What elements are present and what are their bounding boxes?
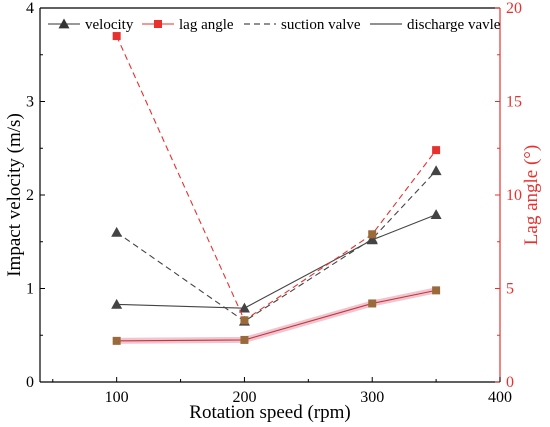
x-tick-label: 300 bbox=[360, 389, 384, 406]
x-tick-label: 400 bbox=[488, 389, 512, 406]
triangle-marker bbox=[238, 302, 250, 313]
legend-item: discharge vavle bbox=[370, 17, 501, 33]
square-marker bbox=[368, 230, 377, 239]
y-tick-label: 3 bbox=[26, 94, 34, 111]
y2-tick-label: 20 bbox=[506, 0, 522, 17]
series-layer bbox=[111, 32, 442, 345]
y2-tick-label: 0 bbox=[506, 374, 514, 391]
triangle-marker bbox=[111, 298, 123, 309]
x-axis: 100 200 300 400 bbox=[52, 377, 512, 406]
legend-label: discharge vavle bbox=[407, 17, 501, 33]
triangle-marker bbox=[430, 165, 442, 176]
legend: velocity lag angle suction valve discharge … bbox=[48, 17, 501, 33]
series-halo bbox=[113, 287, 440, 344]
square-marker bbox=[368, 299, 377, 308]
triangle-marker bbox=[111, 226, 123, 237]
series-line bbox=[116, 214, 437, 309]
triangle-marker bbox=[430, 209, 442, 220]
legend-item: suction valve bbox=[244, 17, 361, 33]
plot-frame bbox=[39, 7, 501, 383]
series-1 bbox=[111, 209, 442, 313]
series-line bbox=[116, 170, 437, 322]
left-axis: 0 1 2 3 4 bbox=[26, 0, 45, 391]
legend-label: velocity bbox=[85, 17, 134, 33]
square-marker bbox=[112, 32, 121, 41]
y-tick-label: 1 bbox=[26, 281, 34, 298]
square-marker bbox=[240, 316, 249, 325]
series-line bbox=[116, 35, 437, 322]
legend-label: suction valve bbox=[281, 17, 361, 33]
triangle-marker bbox=[58, 18, 70, 29]
right-axis: 0 5 10 15 20 bbox=[495, 0, 522, 391]
y2-axis-label: Lag angle (°) bbox=[521, 145, 542, 245]
legend-label: lag angle bbox=[179, 17, 234, 33]
square-marker bbox=[112, 336, 121, 345]
square-marker bbox=[432, 286, 441, 295]
x-axis-label: Rotation speed (rpm) bbox=[189, 402, 350, 423]
y-tick-label: 2 bbox=[26, 187, 34, 204]
legend-item: lag angle bbox=[142, 17, 234, 33]
y2-tick-label: 15 bbox=[506, 94, 522, 111]
triangle-marker bbox=[366, 234, 378, 245]
series-3 bbox=[112, 286, 441, 345]
y-tick-label: 0 bbox=[26, 374, 34, 391]
legend-item: velocity bbox=[48, 17, 134, 33]
series-line bbox=[116, 289, 437, 342]
x-tick-label: 200 bbox=[232, 389, 256, 406]
x-tick-label: 100 bbox=[105, 389, 129, 406]
y2-tick-label: 10 bbox=[506, 187, 522, 204]
square-marker bbox=[432, 146, 441, 155]
y2-tick-label: 5 bbox=[506, 281, 514, 298]
series-2 bbox=[112, 32, 441, 325]
y-axis-label: Impact velocity (m/s) bbox=[4, 113, 25, 277]
square-marker bbox=[154, 20, 162, 28]
square-marker bbox=[240, 335, 249, 344]
y-tick-label: 4 bbox=[26, 0, 34, 17]
